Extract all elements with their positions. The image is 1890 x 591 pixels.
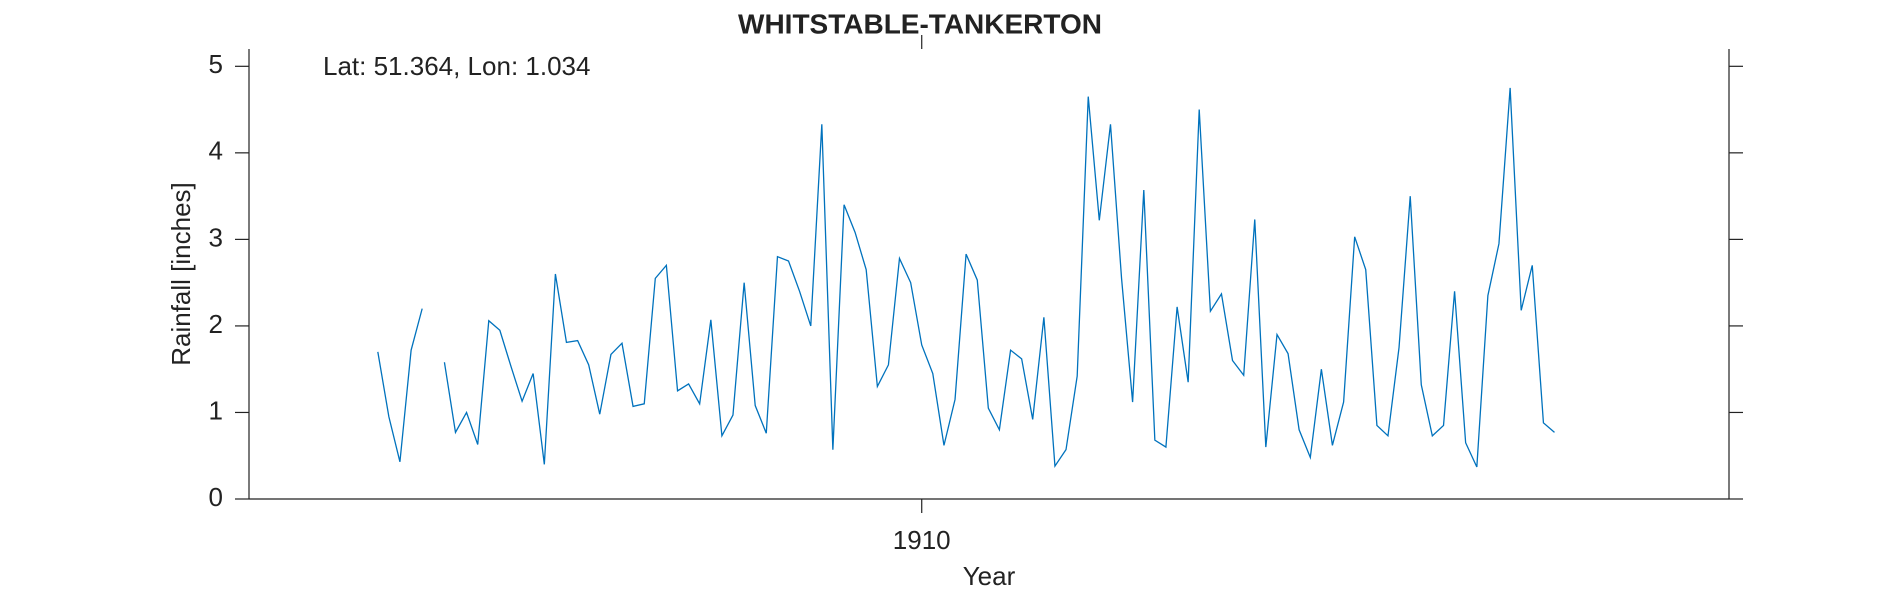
y-tick-label: 4 (209, 136, 223, 166)
y-tick-label: 3 (209, 222, 223, 252)
y-tick-label: 0 (209, 482, 223, 512)
x-axis-label: Year (963, 561, 1016, 591)
y-tick-label: 1 (209, 395, 223, 425)
x-tick-label: 1910 (893, 525, 951, 555)
annotation: Lat: 51.364, Lon: 1.034 (323, 51, 590, 81)
y-axis-label: Rainfall [inches] (166, 182, 196, 366)
y-tick-label: 5 (209, 49, 223, 79)
line-series (377, 87, 1555, 469)
chart-title: WHITSTABLE-TANKERTON (738, 8, 1102, 39)
y-tick-label: 2 (209, 309, 223, 339)
axes (248, 49, 1730, 500)
